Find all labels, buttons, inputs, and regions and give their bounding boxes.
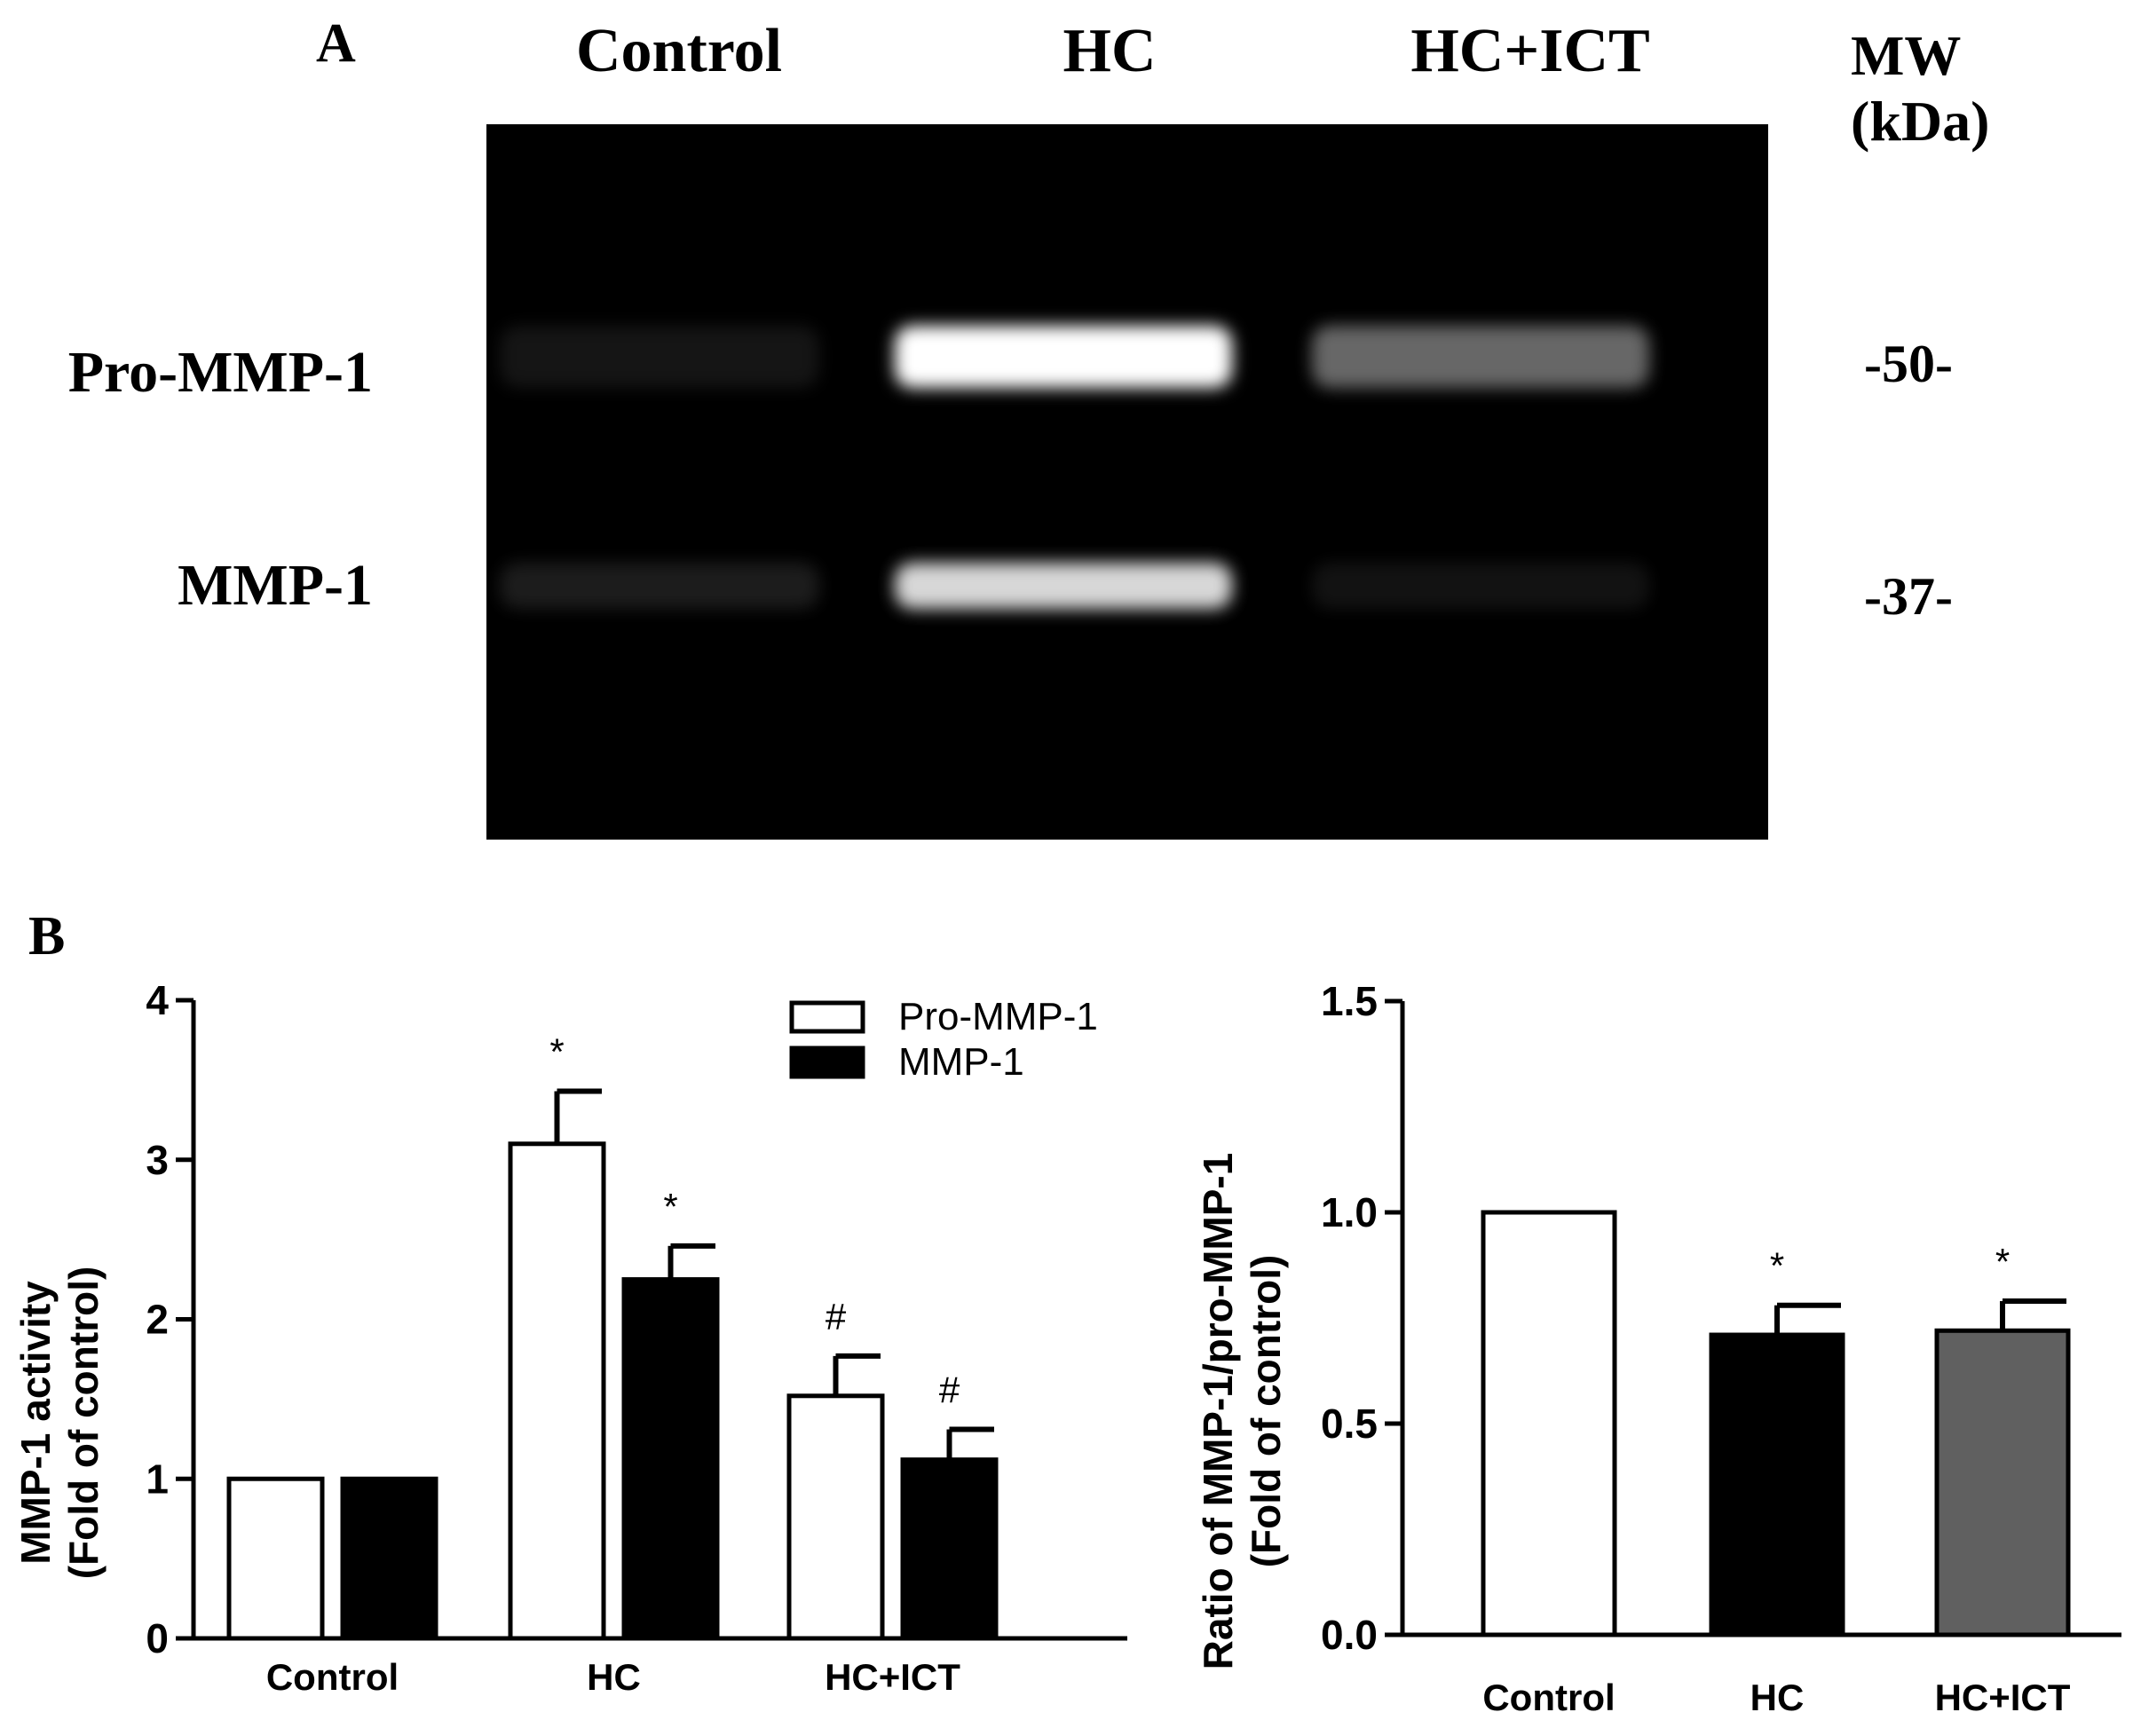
- bar: [508, 1141, 606, 1641]
- y-tick-label: 1: [146, 1456, 169, 1502]
- mw-value-50: -50-: [1864, 335, 1953, 393]
- band-label-mmp-1: MMP-1: [178, 553, 373, 618]
- legend-swatch-mmp-1: [789, 1046, 865, 1079]
- bar: [340, 1476, 438, 1641]
- bar: [226, 1476, 325, 1641]
- y-tick-label: 0.5: [1321, 1401, 1378, 1447]
- y-tick-label: 0: [146, 1615, 169, 1661]
- lane-label-control: Control: [575, 17, 783, 85]
- x-tick-label: Control: [1482, 1677, 1615, 1718]
- significance-mark: #: [826, 1296, 847, 1338]
- gel-band: [895, 326, 1232, 388]
- y-tick-label: 1.0: [1321, 1189, 1378, 1235]
- significance-mark: *: [1995, 1241, 2010, 1282]
- mmp1-activity-chart: MMP-1 activity (Fold of control) Pro-MMP…: [12, 977, 1127, 1698]
- x-tick-label: HC: [1750, 1677, 1805, 1718]
- gel-band: [895, 563, 1232, 609]
- gel-band: [500, 563, 819, 609]
- mw-header: MW (kDa): [1851, 24, 1990, 153]
- x-tick-label: HC: [587, 1656, 641, 1698]
- significance-mark: #: [939, 1369, 960, 1411]
- panel-a-letter: A: [316, 13, 356, 74]
- gel-image: [486, 124, 1768, 840]
- x-tick-label: Control: [266, 1656, 399, 1698]
- bar: [1934, 1328, 2071, 1637]
- mmp1-ratio-chart: Ratio of MMP-1/pro-MMP-1 (Fold of contro…: [1195, 978, 2121, 1718]
- legend: Pro-MMP-1 MMP-1: [789, 995, 1098, 1084]
- bar: [621, 1277, 720, 1641]
- x-tick-label: HC+ICT: [825, 1656, 960, 1698]
- gel-band: [500, 326, 819, 388]
- significance-mark: *: [1770, 1245, 1784, 1287]
- gel-band: [1312, 326, 1649, 388]
- y-axis-label-unit: (Fold of control): [1243, 1255, 1289, 1568]
- y-tick-label: 2: [146, 1297, 169, 1343]
- x-tick-label: HC+ICT: [1935, 1677, 2071, 1718]
- bar: [900, 1457, 999, 1641]
- y-tick-label: 1.5: [1321, 978, 1378, 1024]
- y-axis-label: Ratio of MMP-1/pro-MMP-1: [1195, 1153, 1241, 1670]
- legend-label-pro-mmp-1: Pro-MMP-1: [898, 995, 1098, 1038]
- gel-bands: [500, 326, 1649, 609]
- significance-mark: *: [549, 1030, 564, 1072]
- y-tick-label: 3: [146, 1137, 169, 1183]
- y-axis-label: MMP-1 activity: [12, 1281, 59, 1565]
- y-tick-label: 4: [146, 977, 169, 1023]
- significance-mark: *: [663, 1186, 677, 1227]
- lane-label-hc: HC: [1063, 17, 1157, 85]
- lane-label-hc-ict: HC+ICT: [1410, 17, 1650, 85]
- y-tick-label: 0.0: [1321, 1612, 1378, 1658]
- y-axis-label-unit: (Fold of control): [60, 1266, 107, 1580]
- bar: [1709, 1332, 1845, 1637]
- mw-value-37: -37-: [1864, 567, 1953, 626]
- bar: [786, 1393, 885, 1641]
- legend-swatch-pro-mmp-1: [789, 1000, 865, 1034]
- legend-label-mmp-1: MMP-1: [898, 1040, 1024, 1084]
- bar: [1481, 1210, 1617, 1637]
- band-label-pro-mmp-1: Pro-MMP-1: [67, 340, 373, 405]
- panel-b-letter: B: [28, 906, 66, 967]
- gel-band: [1312, 563, 1649, 609]
